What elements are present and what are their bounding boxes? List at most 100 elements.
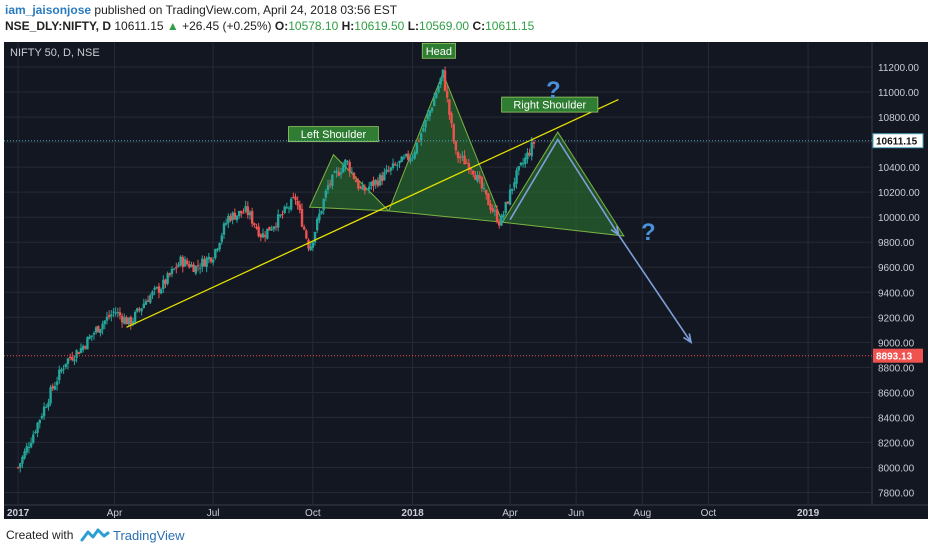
candle-body: [136, 308, 139, 312]
projection-arrowhead-final: [683, 333, 693, 345]
candle-body: [29, 442, 33, 448]
candle-body: [153, 287, 156, 290]
candle-body: [530, 142, 533, 157]
candle-body: [263, 235, 267, 237]
candle-body: [274, 226, 278, 228]
candle-body: [198, 267, 202, 269]
question-mark-top: ?: [546, 77, 561, 104]
y-tick-label: 8600.00: [878, 388, 915, 399]
candle-body: [112, 311, 115, 313]
candle-body: [476, 174, 479, 182]
candle-body: [324, 190, 328, 198]
x-tick-label: Apr: [107, 508, 123, 519]
candle-body: [123, 317, 126, 324]
candle-body: [66, 358, 70, 364]
open-label: O:: [274, 19, 289, 33]
candle-body: [348, 161, 351, 172]
candle-body: [298, 204, 302, 211]
candle-body: [257, 226, 260, 237]
candle-body: [55, 381, 59, 386]
candle-body: [207, 256, 211, 260]
candle-body: [192, 264, 195, 272]
price-label-box: [872, 133, 924, 149]
drawings[interactable]: Head Left Shoulder Right Shoulder??: [126, 42, 693, 345]
candle-body: [519, 162, 523, 166]
open-value: 10578.10: [288, 19, 339, 33]
candle-body: [459, 156, 462, 159]
x-tick-label: 2019: [797, 508, 820, 519]
author-link[interactable]: iam_jaisonjose: [5, 3, 92, 17]
y-tick-label: 9800.00: [878, 238, 915, 249]
candle-body: [387, 170, 390, 172]
candle-body: [532, 142, 536, 144]
candle-body: [131, 321, 135, 325]
last-price: 10611.15: [114, 19, 164, 33]
projection-path: [509, 138, 692, 343]
candle-body: [255, 226, 258, 229]
candle-body: [513, 182, 516, 188]
price-label: 10611.15: [876, 137, 918, 148]
candle-body: [133, 312, 137, 323]
candle-body: [380, 175, 384, 182]
candle-body: [110, 314, 113, 317]
candle-body: [446, 90, 449, 98]
candle-body: [344, 159, 347, 167]
candle-body: [60, 369, 63, 372]
candle-body: [315, 218, 319, 231]
tradingview-brand[interactable]: TradingView: [113, 528, 185, 543]
candle-body: [183, 259, 187, 267]
candle-body: [307, 239, 310, 249]
candle-body: [478, 175, 481, 179]
candle-body: [524, 157, 527, 165]
candle-body: [296, 200, 299, 206]
time-axis[interactable]: 2017 Apr Jul Oct 2018 Apr Jun Aug Oct 2019: [7, 508, 820, 519]
head-shoulders-pattern[interactable]: [308, 71, 625, 237]
candle-body: [253, 223, 256, 226]
y-tick-label: 9200.00: [878, 313, 915, 324]
y-tick-label: 8000.00: [878, 463, 915, 474]
tradingview-logo-icon[interactable]: [80, 526, 110, 544]
candle-body: [433, 98, 436, 107]
candle-body: [172, 268, 176, 270]
symbol-label: NSE_DLY:NIFTY, D: [5, 19, 112, 33]
candle-body: [469, 168, 473, 170]
candle-body: [485, 189, 488, 195]
candle-body: [402, 157, 406, 159]
price-label: 8893.13: [876, 352, 913, 363]
candle-body: [435, 92, 438, 99]
candle-body: [62, 368, 65, 370]
candle-body: [467, 163, 471, 171]
candle-body: [68, 356, 72, 359]
candle-body: [34, 432, 37, 434]
y-tick-label: 8400.00: [878, 413, 915, 424]
y-tick-label: 8200.00: [878, 438, 915, 449]
candle-body: [398, 160, 401, 164]
candle-body: [270, 229, 273, 231]
candle-body: [157, 286, 161, 293]
candle-body: [125, 317, 128, 325]
y-tick-label: 7800.00: [878, 488, 915, 499]
candle-body: [16, 467, 20, 469]
close-value: 10611.15: [485, 19, 535, 33]
candle-body: [32, 434, 35, 443]
chart-area[interactable]: 11200.0011000.0010800.0010600.0010400.00…: [0, 38, 932, 520]
candle-body: [283, 206, 286, 213]
candle-body: [164, 279, 167, 285]
candle-body: [211, 259, 215, 263]
candle-body: [376, 180, 380, 186]
candle-body: [248, 212, 252, 216]
x-tick-label: Jul: [207, 508, 220, 519]
candle-body: [326, 185, 330, 190]
head-triangle: [387, 71, 504, 223]
candle-body: [114, 312, 117, 314]
candle-body: [357, 180, 360, 189]
candle-body: [389, 167, 393, 171]
candle-body: [240, 210, 243, 214]
candle-body: [289, 198, 293, 210]
candle-body: [92, 333, 96, 335]
candle-body: [27, 447, 31, 449]
candle-body: [94, 327, 98, 333]
price-chart[interactable]: 11200.0011000.0010800.0010600.0010400.00…: [0, 38, 932, 520]
candle-body: [318, 213, 321, 221]
candle-body: [341, 165, 345, 173]
